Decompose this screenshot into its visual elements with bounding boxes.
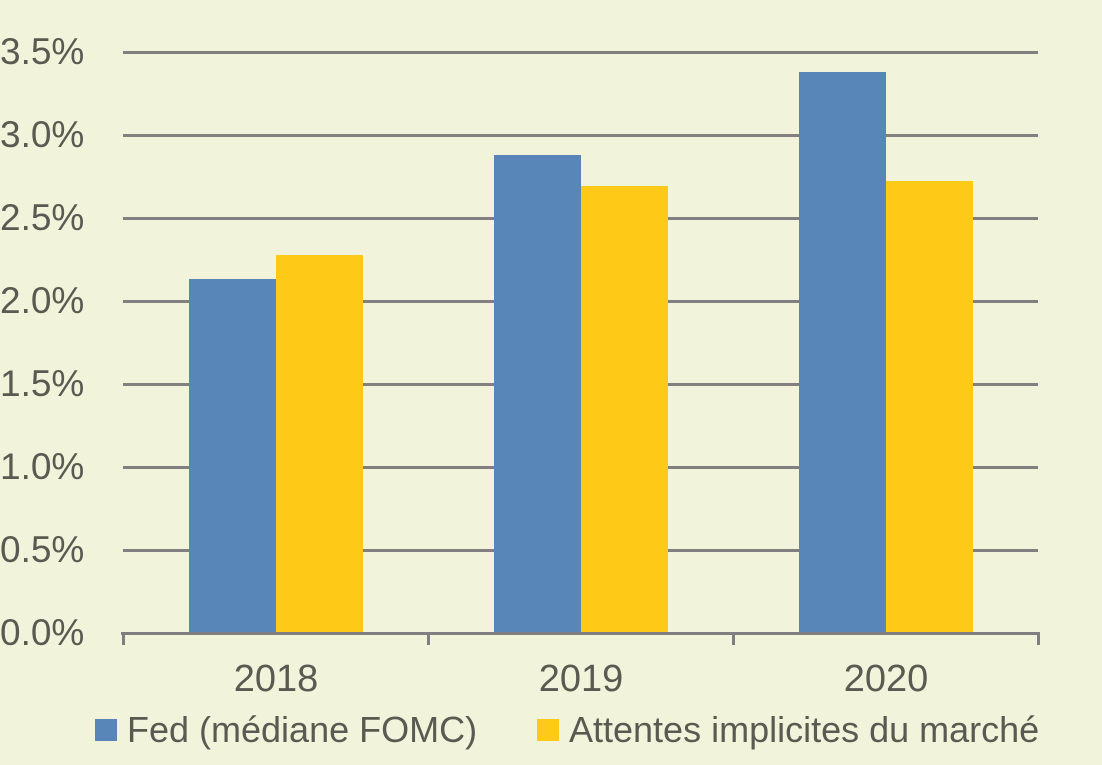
bar-fed-2019	[494, 155, 581, 633]
gridline	[123, 51, 1038, 54]
legend-swatch-fed-icon	[95, 719, 117, 741]
legend-label-marche: Attentes implicites du marché	[569, 709, 1040, 750]
y-axis-tick-label: 2.5%	[0, 197, 85, 238]
x-axis-tick	[427, 632, 430, 645]
legend-swatch-marche-icon	[537, 719, 559, 741]
y-axis-tick-label: 2.0%	[0, 280, 85, 321]
legend-label-fed: Fed (médiane FOMC)	[127, 709, 478, 750]
x-axis-tick	[732, 632, 735, 645]
x-axis-category-label: 2020	[843, 658, 929, 700]
x-axis-tick	[1037, 632, 1040, 645]
bar-fed-2020	[799, 72, 886, 633]
y-axis-tick-label: 0.0%	[0, 612, 85, 653]
bar-fed-2018	[189, 279, 276, 633]
y-axis-tick-label: 1.0%	[0, 446, 85, 487]
y-axis-tick-label: 1.5%	[0, 363, 85, 404]
y-axis-tick-label: 0.5%	[0, 529, 85, 570]
y-axis-tick-label: 3.0%	[0, 114, 85, 155]
legend-item-fed: Fed (médiane FOMC)	[95, 708, 477, 752]
x-axis-tick	[122, 632, 125, 645]
x-axis-category-label: 2019	[538, 658, 624, 700]
bar-marche-2020	[886, 181, 973, 633]
y-axis-tick-label: 3.5%	[0, 31, 85, 72]
x-axis-line	[121, 632, 1040, 635]
bar-marche-2019	[581, 186, 668, 633]
gridline	[123, 134, 1038, 137]
x-axis-category-label: 2018	[233, 658, 319, 700]
legend-item-marche: Attentes implicites du marché	[537, 708, 1039, 752]
bar-marche-2018	[276, 255, 363, 633]
